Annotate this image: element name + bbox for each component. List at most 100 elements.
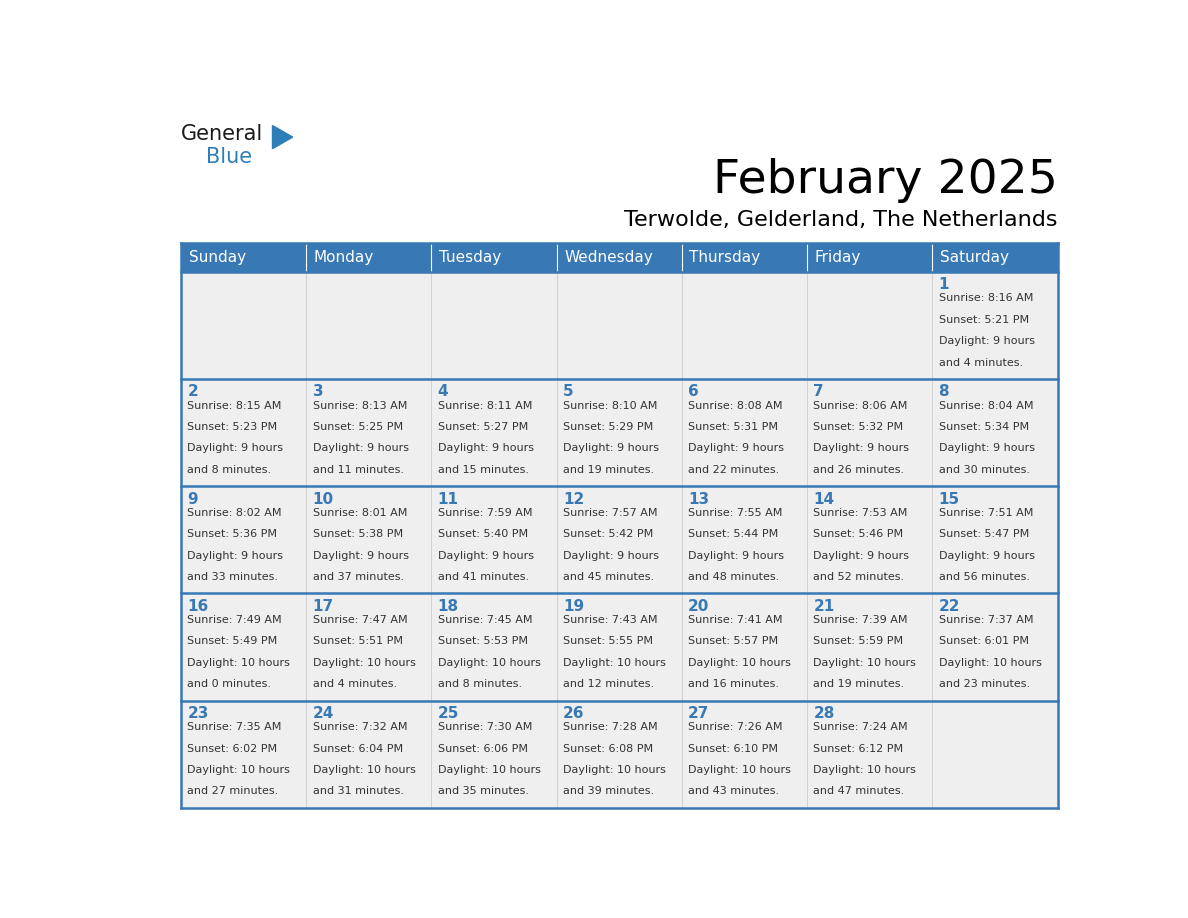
Bar	[431, 272, 557, 379]
Bar	[933, 700, 1057, 808]
Text: Sunset: 5:53 PM: Sunset: 5:53 PM	[437, 636, 527, 646]
Text: Sunset: 6:06 PM: Sunset: 6:06 PM	[437, 744, 527, 754]
Text: Sunrise: 7:24 AM: Sunrise: 7:24 AM	[814, 722, 908, 733]
Text: Sunset: 5:38 PM: Sunset: 5:38 PM	[312, 529, 403, 539]
Bar	[181, 700, 307, 808]
Text: 3: 3	[312, 385, 323, 399]
Text: and 41 minutes.: and 41 minutes.	[437, 572, 529, 582]
Text: and 30 minutes.: and 30 minutes.	[939, 465, 1030, 475]
Bar	[682, 379, 807, 487]
Text: Sunday: Sunday	[189, 250, 246, 264]
Text: Sunrise: 7:28 AM: Sunrise: 7:28 AM	[563, 722, 658, 733]
Text: Wednesday: Wednesday	[564, 250, 653, 264]
Text: and 48 minutes.: and 48 minutes.	[688, 572, 779, 582]
Text: Sunset: 5:59 PM: Sunset: 5:59 PM	[814, 636, 904, 646]
Bar	[933, 593, 1057, 700]
Text: Terwolde, Gelderland, The Netherlands: Terwolde, Gelderland, The Netherlands	[624, 210, 1057, 230]
Text: Sunset: 5:55 PM: Sunset: 5:55 PM	[563, 636, 653, 646]
Text: Sunset: 5:49 PM: Sunset: 5:49 PM	[188, 636, 278, 646]
Text: Sunset: 6:02 PM: Sunset: 6:02 PM	[188, 744, 278, 754]
Bar	[181, 593, 307, 700]
Text: Monday: Monday	[314, 250, 374, 264]
Text: Sunset: 5:31 PM: Sunset: 5:31 PM	[688, 422, 778, 432]
Text: and 15 minutes.: and 15 minutes.	[437, 465, 529, 475]
Text: and 11 minutes.: and 11 minutes.	[312, 465, 404, 475]
Text: Sunset: 6:01 PM: Sunset: 6:01 PM	[939, 636, 1029, 646]
Text: and 37 minutes.: and 37 minutes.	[312, 572, 404, 582]
Text: Daylight: 10 hours: Daylight: 10 hours	[437, 658, 541, 667]
Text: 12: 12	[563, 492, 584, 507]
Text: and 22 minutes.: and 22 minutes.	[688, 465, 779, 475]
Text: Sunrise: 7:37 AM: Sunrise: 7:37 AM	[939, 615, 1034, 625]
Text: Sunrise: 7:30 AM: Sunrise: 7:30 AM	[437, 722, 532, 733]
Bar	[557, 487, 682, 593]
Text: Sunset: 6:10 PM: Sunset: 6:10 PM	[688, 744, 778, 754]
Text: and 26 minutes.: and 26 minutes.	[814, 465, 904, 475]
Text: and 56 minutes.: and 56 minutes.	[939, 572, 1030, 582]
Text: Sunrise: 8:01 AM: Sunrise: 8:01 AM	[312, 508, 407, 518]
Text: Sunrise: 7:57 AM: Sunrise: 7:57 AM	[563, 508, 657, 518]
Bar	[431, 593, 557, 700]
Bar	[682, 700, 807, 808]
Text: Sunrise: 8:04 AM: Sunrise: 8:04 AM	[939, 400, 1034, 410]
Text: Daylight: 9 hours: Daylight: 9 hours	[814, 443, 909, 453]
Text: 27: 27	[688, 706, 709, 721]
Text: Daylight: 9 hours: Daylight: 9 hours	[437, 443, 533, 453]
Bar	[933, 272, 1057, 379]
Text: February 2025: February 2025	[713, 158, 1057, 203]
Text: 14: 14	[814, 492, 834, 507]
Text: and 4 minutes.: and 4 minutes.	[939, 358, 1023, 367]
Bar	[682, 487, 807, 593]
Text: 16: 16	[188, 599, 209, 614]
Text: and 43 minutes.: and 43 minutes.	[688, 787, 779, 797]
Text: Sunset: 6:08 PM: Sunset: 6:08 PM	[563, 744, 653, 754]
Text: Sunset: 5:47 PM: Sunset: 5:47 PM	[939, 529, 1029, 539]
Text: 5: 5	[563, 385, 574, 399]
Text: 15: 15	[939, 492, 960, 507]
Bar	[682, 272, 807, 379]
Bar	[933, 487, 1057, 593]
Text: Sunrise: 7:41 AM: Sunrise: 7:41 AM	[688, 615, 783, 625]
Text: 18: 18	[437, 599, 459, 614]
Text: 6: 6	[688, 385, 699, 399]
Text: Daylight: 10 hours: Daylight: 10 hours	[688, 658, 791, 667]
Text: and 19 minutes.: and 19 minutes.	[563, 465, 655, 475]
Text: Sunrise: 8:15 AM: Sunrise: 8:15 AM	[188, 400, 282, 410]
Text: Daylight: 9 hours: Daylight: 9 hours	[437, 551, 533, 561]
Text: 17: 17	[312, 599, 334, 614]
Text: and 8 minutes.: and 8 minutes.	[437, 679, 522, 689]
Text: and 8 minutes.: and 8 minutes.	[188, 465, 271, 475]
Text: and 47 minutes.: and 47 minutes.	[814, 787, 904, 797]
Text: 2: 2	[188, 385, 198, 399]
Text: 24: 24	[312, 706, 334, 721]
Text: and 27 minutes.: and 27 minutes.	[188, 787, 278, 797]
Text: Daylight: 9 hours: Daylight: 9 hours	[188, 443, 283, 453]
Text: Daylight: 9 hours: Daylight: 9 hours	[188, 551, 283, 561]
Text: Sunrise: 8:10 AM: Sunrise: 8:10 AM	[563, 400, 657, 410]
Text: Sunset: 6:04 PM: Sunset: 6:04 PM	[312, 744, 403, 754]
Text: Sunrise: 8:06 AM: Sunrise: 8:06 AM	[814, 400, 908, 410]
Text: Sunset: 5:42 PM: Sunset: 5:42 PM	[563, 529, 653, 539]
Text: Daylight: 10 hours: Daylight: 10 hours	[814, 658, 916, 667]
Text: Sunrise: 7:32 AM: Sunrise: 7:32 AM	[312, 722, 407, 733]
Text: Daylight: 9 hours: Daylight: 9 hours	[688, 551, 784, 561]
Text: Sunset: 5:44 PM: Sunset: 5:44 PM	[688, 529, 778, 539]
Text: Daylight: 9 hours: Daylight: 9 hours	[939, 551, 1035, 561]
Text: General: General	[181, 124, 264, 144]
Text: Thursday: Thursday	[689, 250, 760, 264]
Text: Daylight: 9 hours: Daylight: 9 hours	[312, 443, 409, 453]
Text: Sunrise: 7:55 AM: Sunrise: 7:55 AM	[688, 508, 783, 518]
Bar	[557, 272, 682, 379]
Bar	[807, 379, 933, 487]
Text: Daylight: 10 hours: Daylight: 10 hours	[939, 658, 1042, 667]
Text: Sunrise: 7:43 AM: Sunrise: 7:43 AM	[563, 615, 657, 625]
Text: Daylight: 10 hours: Daylight: 10 hours	[312, 658, 416, 667]
Bar	[682, 593, 807, 700]
Text: Sunset: 5:29 PM: Sunset: 5:29 PM	[563, 422, 653, 432]
Text: Daylight: 10 hours: Daylight: 10 hours	[188, 765, 290, 775]
Bar	[557, 593, 682, 700]
Text: Sunrise: 8:13 AM: Sunrise: 8:13 AM	[312, 400, 407, 410]
Text: Sunrise: 8:11 AM: Sunrise: 8:11 AM	[437, 400, 532, 410]
Text: 9: 9	[188, 492, 198, 507]
Bar	[431, 379, 557, 487]
